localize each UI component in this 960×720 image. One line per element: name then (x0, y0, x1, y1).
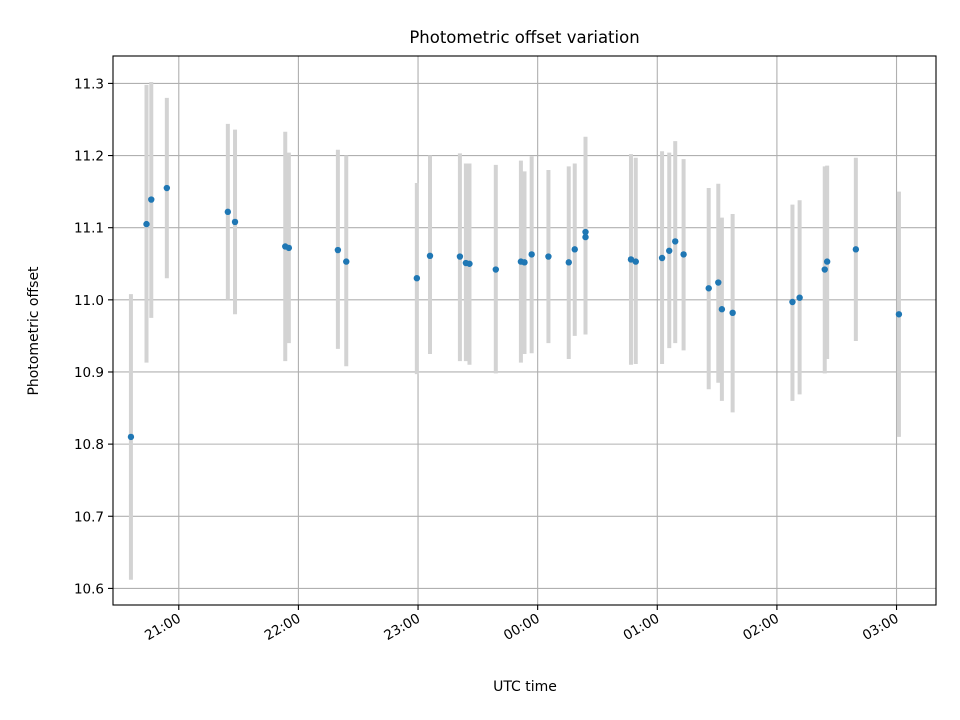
plot-frame (112, 55, 937, 606)
data-point (666, 247, 673, 254)
data-point (852, 246, 860, 253)
data-point (672, 238, 679, 245)
data-point (718, 306, 726, 313)
data-point (582, 233, 589, 241)
data-point (582, 228, 589, 236)
data-point (895, 311, 903, 318)
data-point (127, 433, 135, 441)
data-point (627, 256, 635, 263)
data-points (127, 184, 903, 441)
data-point (821, 266, 828, 273)
data-point (285, 244, 293, 252)
data-point (796, 294, 803, 301)
data-point (426, 252, 434, 260)
data-point (528, 251, 535, 258)
data-point (545, 253, 552, 260)
data-point (334, 246, 342, 254)
data-point (224, 208, 232, 216)
data-point (343, 258, 350, 265)
y-tick-label: 11.2 (74, 149, 104, 165)
data-point (492, 266, 499, 273)
data-point (148, 196, 155, 203)
data-point (231, 218, 239, 226)
y-tick-label: 10.8 (74, 437, 104, 453)
data-point (823, 258, 831, 265)
data-point (163, 184, 171, 192)
data-point (705, 285, 712, 292)
y-tick-label: 11.0 (74, 293, 104, 309)
data-point (658, 254, 666, 262)
data-point (413, 274, 421, 282)
data-point (143, 220, 150, 228)
y-tick-label: 10.6 (74, 581, 104, 597)
y-tick-label: 11.3 (74, 76, 104, 92)
data-point (729, 309, 736, 317)
data-point (680, 251, 687, 258)
data-point (715, 279, 722, 286)
y-axis-label: Photometric offset (26, 266, 42, 396)
data-point (521, 259, 528, 266)
data-point (571, 246, 578, 253)
y-tick-label: 11.1 (74, 221, 104, 237)
chart-title: Photometric offset variation (409, 28, 639, 47)
data-point (565, 259, 572, 266)
data-point (632, 258, 639, 265)
data-point (789, 298, 796, 306)
y-tick-label: 10.9 (74, 365, 104, 381)
data-point (456, 253, 464, 260)
x-axis-label: UTC time (493, 679, 557, 695)
data-point (466, 260, 473, 267)
y-tick-label: 10.7 (74, 509, 104, 525)
